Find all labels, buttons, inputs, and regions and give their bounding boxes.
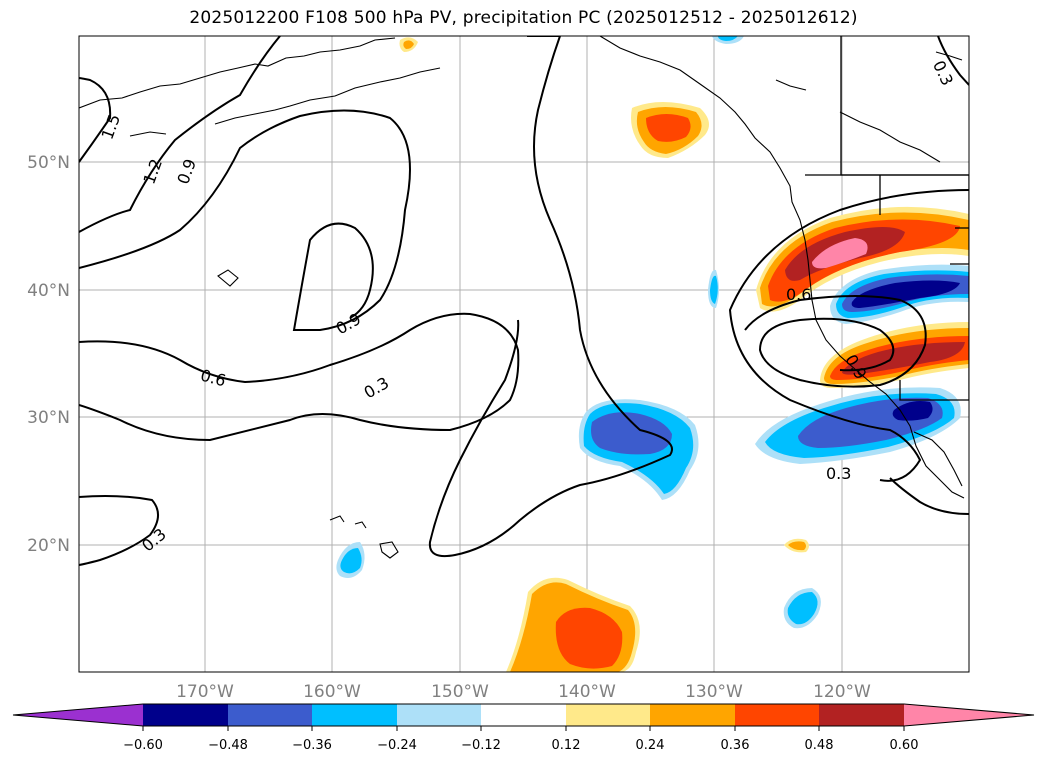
colorbar-bin-pos-048 [819, 704, 904, 726]
lat-label-20n: 20°N [27, 536, 70, 556]
map-frame [78, 35, 970, 673]
lon-label-140w: 140°W [558, 682, 616, 702]
colorbar-bin-neg-036 [312, 704, 397, 726]
colorbar-tick-neg-024: −0.24 [377, 738, 417, 753]
colorbar-bin-pos-012 [566, 704, 650, 726]
colorbar-tick-pos-036: 0.36 [721, 738, 750, 753]
precip-gulf-alaska-positive [631, 102, 709, 158]
lat-label-50n: 50°N [27, 153, 70, 173]
longitude-labels: 170°W 160°W 150°W 140°W 130°W 120°W [176, 682, 871, 702]
contour-label-9: 0.6 [786, 285, 811, 304]
colorbar-tick-neg-060: −0.60 [123, 738, 163, 753]
precip-top-blue [712, 36, 744, 44]
pv-contours [79, 36, 969, 566]
colorbar-bin-neg-024 [397, 704, 481, 726]
colorbar: −0.60 −0.48 −0.36 −0.24 −0.12 0.12 0.24 … [12, 703, 1035, 753]
map-title: 2025012200 F108 500 hPa PV, precipitatio… [189, 8, 858, 28]
lon-label-150w: 150°W [431, 682, 489, 702]
lon-label-160w: 160°W [303, 682, 361, 702]
precip-norcal-positive [756, 206, 969, 312]
colorbar-bin-pos-036 [735, 704, 819, 726]
precip-hawaii-negative [336, 542, 365, 578]
colorbar-tick-pos-012: 0.12 [552, 738, 581, 753]
colorbar-tick-neg-036: −0.36 [292, 738, 332, 753]
lat-label-30n: 30°N [27, 408, 70, 428]
colorbar-tick-neg-048: −0.48 [208, 738, 248, 753]
lon-label-120w: 120°W [813, 682, 871, 702]
precip-small-blue-se [783, 588, 821, 629]
colorbar-tick-marks [142, 726, 905, 731]
country-borders [805, 36, 969, 401]
precip-small-orange [784, 538, 809, 553]
colorbar-bin-neutral [481, 704, 566, 726]
map-panel: 1.5 1.2 0.9 0.9 0.6 0.3 0.3 0.3 0.6 0.9 … [79, 36, 969, 672]
colorbar-tick-pos-048: 0.48 [805, 738, 834, 753]
latitude-labels: 50°N 40°N 30°N 20°N [27, 153, 70, 556]
colorbar-tick-neg-012: −0.12 [461, 738, 501, 753]
lat-label-40n: 40°N [27, 281, 70, 301]
precip-top-orange [399, 37, 418, 52]
colorbar-tick-labels: −0.60 −0.48 −0.36 −0.24 −0.12 0.12 0.24 … [123, 738, 918, 753]
lon-label-170w: 170°W [176, 682, 234, 702]
colorbar-bin-neg-060 [143, 704, 228, 726]
contour-label-8: 0.3 [826, 464, 851, 483]
colorbar-extend-low [13, 704, 143, 726]
colorbar-tick-pos-024: 0.24 [636, 738, 665, 753]
precip-subtropical-negative [578, 399, 699, 500]
colorbar-tick-pos-060: 0.60 [890, 738, 919, 753]
colorbar-bin-neg-048 [228, 704, 312, 726]
coastlines [79, 36, 965, 559]
colorbar-extend-high [904, 704, 1034, 726]
precip-central-negative [830, 264, 969, 324]
precip-narrow-negative [708, 269, 719, 308]
lon-label-130w: 130°W [685, 682, 743, 702]
precip-south-positive [506, 577, 640, 672]
colorbar-bin-pos-024 [650, 704, 735, 726]
